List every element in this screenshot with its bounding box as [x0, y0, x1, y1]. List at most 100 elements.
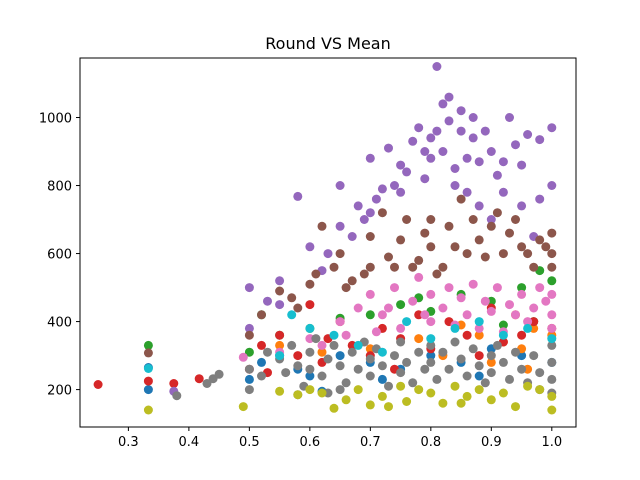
- data-point: [486, 395, 496, 405]
- data-point: [426, 242, 436, 252]
- data-point: [353, 303, 363, 313]
- data-point: [377, 310, 387, 320]
- data-point: [492, 340, 502, 350]
- data-point: [462, 391, 472, 401]
- data-point: [480, 378, 490, 388]
- data-point: [377, 208, 387, 218]
- data-point: [468, 215, 478, 224]
- data-point: [414, 272, 424, 282]
- data-point: [426, 133, 436, 143]
- data-point: [275, 340, 285, 350]
- data-point: [263, 296, 272, 306]
- data-point: [535, 235, 545, 245]
- data-point: [414, 385, 424, 395]
- data-point: [462, 249, 472, 259]
- data-point: [238, 402, 248, 412]
- data-point: [305, 371, 315, 381]
- data-point: [498, 357, 508, 367]
- data-point: [498, 330, 508, 340]
- data-point: [450, 164, 460, 173]
- data-point: [414, 123, 424, 133]
- data-point: [505, 300, 514, 310]
- data-point: [317, 347, 327, 357]
- data-point: [263, 347, 272, 357]
- data-point: [257, 310, 266, 320]
- data-point: [402, 357, 412, 367]
- data-point: [202, 379, 212, 388]
- data-point: [341, 283, 351, 293]
- data-point: [523, 130, 533, 139]
- data-points: [93, 62, 557, 415]
- data-point: [365, 153, 375, 163]
- data-point: [547, 405, 557, 415]
- data-point: [547, 123, 557, 133]
- data-point: [238, 352, 248, 362]
- data-point: [408, 262, 418, 272]
- data-point: [547, 323, 557, 333]
- data-point: [498, 320, 508, 330]
- data-point: [335, 221, 345, 231]
- data-point: [353, 201, 363, 211]
- data-point: [244, 347, 254, 357]
- data-point: [462, 330, 472, 340]
- data-point: [517, 330, 527, 340]
- plot-frame: [79, 57, 577, 428]
- data-point: [365, 371, 375, 381]
- data-point: [214, 369, 224, 379]
- data-point: [329, 262, 339, 272]
- data-point: [402, 397, 412, 406]
- data-point: [486, 221, 496, 231]
- data-point: [311, 334, 321, 344]
- data-point: [281, 368, 291, 378]
- data-point: [480, 296, 490, 306]
- data-point: [438, 99, 448, 109]
- data-point: [498, 157, 508, 167]
- data-point: [547, 357, 557, 367]
- data-point: [244, 330, 254, 340]
- data-point: [329, 330, 339, 340]
- data-point: [402, 167, 412, 177]
- x-tick-label: 0.3: [118, 435, 139, 450]
- data-point: [275, 286, 285, 296]
- data-point: [432, 126, 442, 136]
- data-point: [377, 374, 387, 384]
- x-tick-label: 0.4: [179, 435, 200, 450]
- data-point: [384, 143, 393, 153]
- y-tick-label: 600: [47, 248, 72, 263]
- data-point: [169, 379, 179, 388]
- data-point: [438, 347, 448, 357]
- data-point: [305, 323, 315, 333]
- data-point: [547, 181, 557, 190]
- data-point: [323, 354, 333, 364]
- data-point: [371, 327, 381, 337]
- data-point: [486, 306, 496, 316]
- data-point: [408, 296, 418, 306]
- data-point: [402, 215, 412, 224]
- data-point: [402, 317, 412, 327]
- data-point: [480, 252, 490, 262]
- data-point: [498, 388, 508, 398]
- data-point: [426, 388, 436, 398]
- data-point: [396, 323, 406, 333]
- data-point: [517, 364, 527, 374]
- data-point: [244, 283, 254, 293]
- data-point: [420, 364, 430, 374]
- data-point: [414, 255, 424, 265]
- data-point: [384, 402, 393, 412]
- data-point: [390, 262, 399, 272]
- data-point: [474, 323, 484, 333]
- data-point: [275, 300, 285, 310]
- data-point: [335, 351, 345, 361]
- data-point: [244, 385, 254, 395]
- data-point: [275, 276, 285, 286]
- data-point: [335, 361, 345, 371]
- data-point: [143, 405, 153, 415]
- data-point: [390, 351, 399, 361]
- data-point: [390, 283, 399, 293]
- data-point: [353, 385, 363, 395]
- data-point: [257, 340, 266, 350]
- data-point: [505, 374, 514, 384]
- data-point: [547, 289, 557, 299]
- data-point: [329, 340, 339, 350]
